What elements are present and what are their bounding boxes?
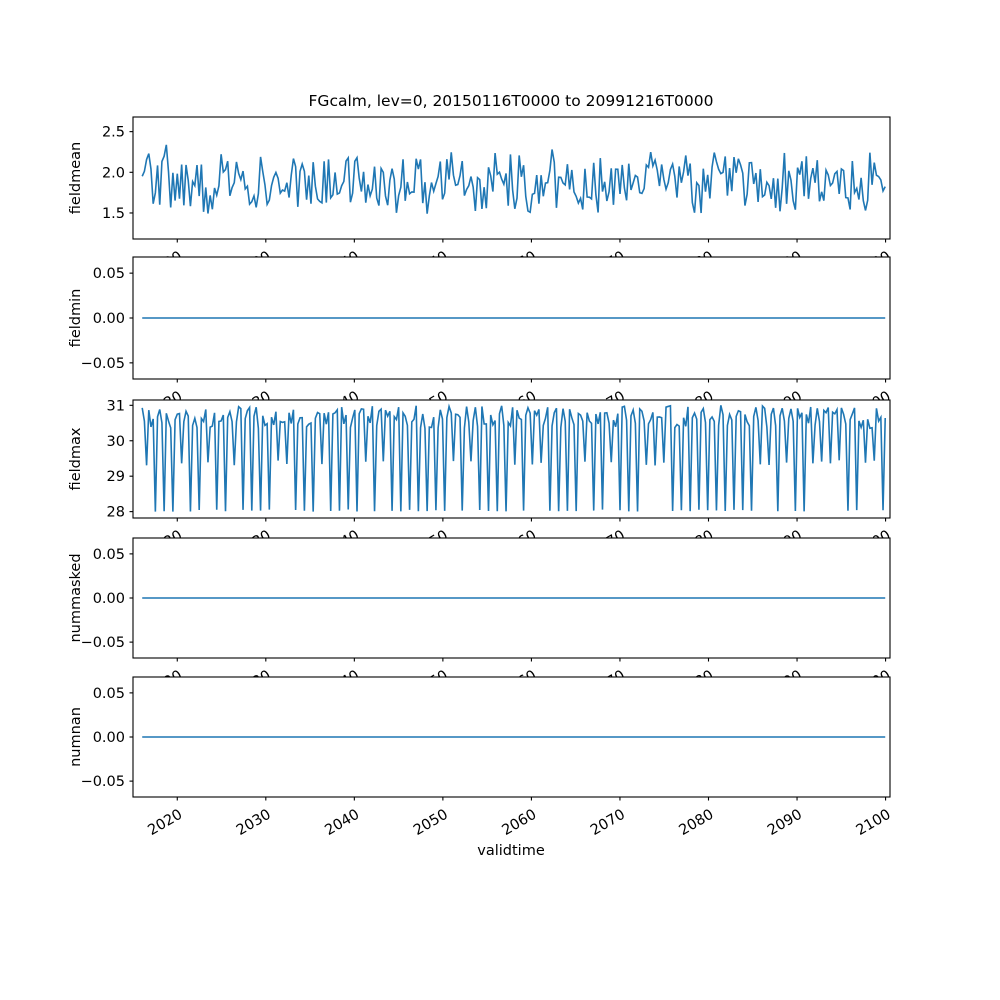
subplot-fieldmax: 2829303120202030204020502060207020802090… bbox=[68, 398, 894, 560]
ylabel-fieldmin: fieldmin bbox=[68, 289, 84, 348]
ylabel-numnan: numnan bbox=[68, 707, 84, 767]
subplot-fieldmean: 1.52.02.52020203020402050206020702080209… bbox=[68, 116, 894, 281]
ytick-label-fieldmin-0: −0.05 bbox=[81, 356, 125, 372]
xtick-label-numnan-0: 2020 bbox=[145, 807, 185, 839]
ytick-label-numnan-0: −0.05 bbox=[81, 774, 125, 790]
data-line-fieldmax bbox=[141, 403, 887, 512]
xtick-label-numnan-1: 2030 bbox=[234, 807, 274, 839]
ytick-label-fieldmax-2: 30 bbox=[107, 434, 125, 450]
ytick-label-numnan-2: 0.05 bbox=[93, 686, 125, 702]
ytick-label-fieldmin-1: 0.00 bbox=[93, 311, 125, 327]
ylabel-nummasked: nummasked bbox=[68, 553, 84, 642]
xtick-label-numnan-5: 2070 bbox=[588, 807, 628, 839]
data-line-fieldmean bbox=[141, 144, 886, 214]
xtick-label-numnan-7: 2090 bbox=[765, 807, 805, 839]
ylabel-fieldmean: fieldmean bbox=[68, 142, 84, 214]
xtick-label-numnan-3: 2050 bbox=[411, 807, 451, 839]
ytick-label-fieldmax-0: 28 bbox=[107, 505, 125, 521]
figure-title: FGcalm, lev=0, 20150116T0000 to 20991216… bbox=[309, 92, 714, 110]
ytick-label-fieldmax-1: 29 bbox=[107, 469, 125, 485]
subplot-fieldmin: −0.050.000.05202020302040205020602070208… bbox=[68, 256, 894, 421]
ytick-label-nummasked-0: −0.05 bbox=[81, 635, 125, 651]
ytick-label-fieldmin-2: 0.05 bbox=[93, 266, 125, 282]
ytick-label-fieldmean-1: 2.0 bbox=[102, 165, 125, 181]
ytick-label-numnan-1: 0.00 bbox=[93, 730, 125, 746]
xtick-label-numnan-4: 2060 bbox=[499, 807, 539, 839]
xtick-label-numnan-8: 2100 bbox=[854, 807, 894, 839]
xtick-label-numnan-6: 2080 bbox=[677, 807, 717, 839]
subplot-numnan: −0.05 0.00 0.05 2020 2030 2040 2050 2060 2070 208… bbox=[68, 676, 894, 839]
ytick-label-fieldmean-2: 2.5 bbox=[102, 125, 125, 141]
ytick-label-fieldmean-0: 1.5 bbox=[102, 206, 125, 222]
ytick-label-nummasked-2: 0.05 bbox=[93, 547, 125, 563]
axes-frame-fieldmax bbox=[132, 399, 891, 519]
axes-frame-fieldmean bbox=[132, 116, 891, 240]
ytick-label-nummasked-1: 0.00 bbox=[93, 591, 125, 607]
xlabel-validtime: validtime bbox=[477, 843, 545, 859]
subplot-nummasked: −0.050.000.05202020302040205020602070208… bbox=[68, 537, 894, 700]
ylabel-fieldmax: fieldmax bbox=[68, 427, 84, 490]
ytick-label-fieldmax-3: 31 bbox=[107, 398, 125, 414]
xtick-label-numnan-2: 2040 bbox=[322, 807, 362, 839]
